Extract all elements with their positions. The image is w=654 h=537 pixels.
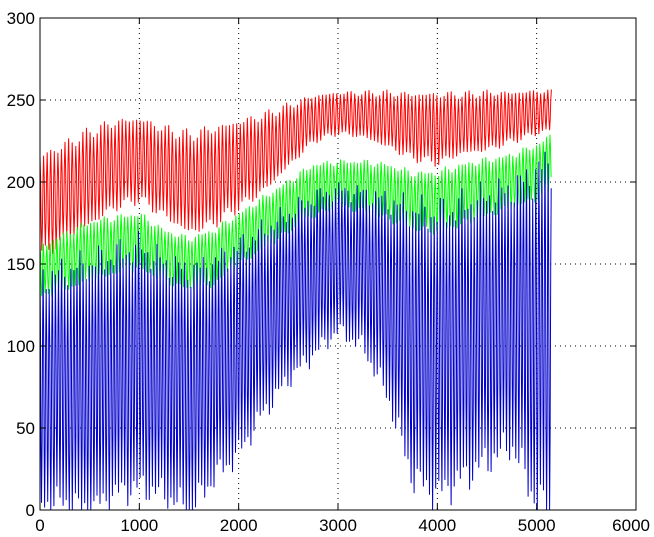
x-tick-label: 5000 (518, 516, 556, 535)
y-tick-label: 150 (7, 255, 35, 274)
x-tick-label: 2000 (220, 516, 258, 535)
y-tick-label: 200 (7, 173, 35, 192)
x-tick-labels: 0 1000 2000 3000 4000 5000 6000 (35, 516, 650, 535)
y-tick-label: 0 (26, 501, 35, 520)
x-tick-label: 1000 (120, 516, 158, 535)
y-tick-label: 100 (7, 337, 35, 356)
y-tick-label: 300 (7, 9, 35, 28)
y-tick-labels: 0 50 100 150 200 250 300 (7, 9, 35, 520)
x-tick-label: 4000 (418, 516, 456, 535)
data-series (39, 89, 552, 511)
y-tick-label: 250 (7, 91, 35, 110)
x-tick-label: 6000 (612, 516, 650, 535)
series-line-3 (39, 151, 552, 511)
x-tick-label: 0 (35, 516, 44, 535)
x-tick-label: 3000 (319, 516, 357, 535)
y-tick-label: 50 (16, 419, 35, 438)
axis-ticks (39, 17, 637, 511)
series-line-1 (39, 89, 552, 255)
